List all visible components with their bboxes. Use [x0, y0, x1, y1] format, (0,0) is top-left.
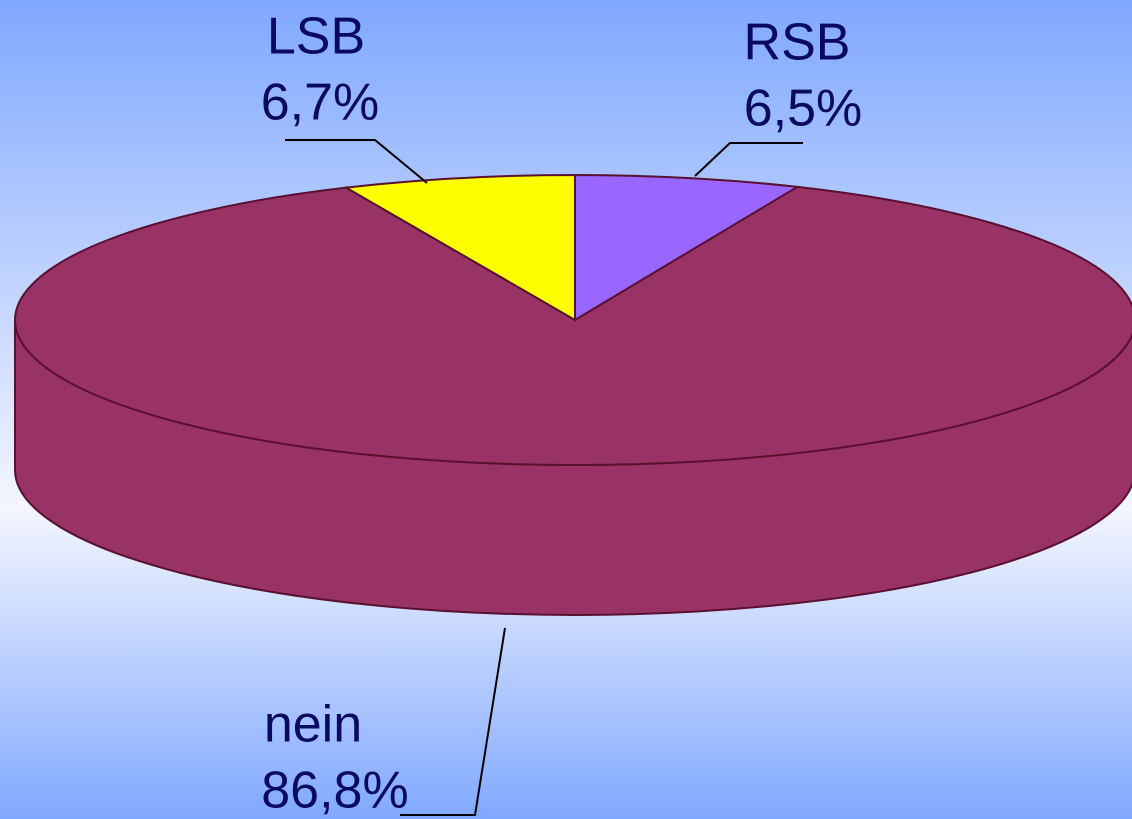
slice-value: 6,5% — [744, 80, 863, 138]
leader-line — [400, 627, 506, 816]
leader-line — [694, 142, 803, 177]
slice-label: nein — [264, 696, 362, 754]
slice-label: RSB — [744, 14, 851, 72]
slice — [14, 185, 1132, 466]
slice-value: 86,8% — [261, 762, 408, 819]
slice — [574, 173, 801, 322]
pie — [14, 173, 1132, 616]
slice-label: LSB — [267, 8, 365, 66]
slice-value: 6,7% — [261, 74, 380, 132]
slice — [343, 173, 576, 322]
leader-line — [285, 139, 428, 184]
